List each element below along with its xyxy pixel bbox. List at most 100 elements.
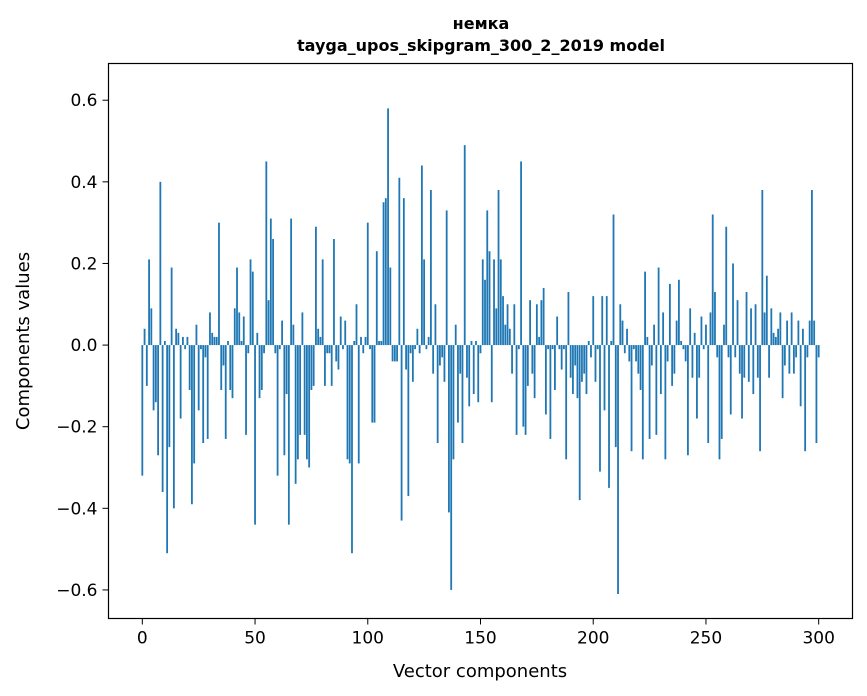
bar-198 xyxy=(587,341,590,346)
bar-77 xyxy=(315,226,317,346)
bar-217 xyxy=(630,345,633,452)
bar-266 xyxy=(741,345,743,419)
bar-57 xyxy=(269,218,272,346)
bar-204 xyxy=(601,296,604,346)
bar-128 xyxy=(430,190,432,346)
bar-277 xyxy=(765,275,768,346)
bar-140 xyxy=(457,345,459,423)
bar-22 xyxy=(191,345,193,505)
bar-38 xyxy=(227,341,229,346)
bar-183 xyxy=(554,345,556,390)
bar-79 xyxy=(319,336,322,346)
bar-200 xyxy=(592,296,595,346)
bar-67 xyxy=(292,324,295,346)
bar-236 xyxy=(673,345,676,374)
bar-89 xyxy=(342,345,344,350)
bar-281 xyxy=(774,336,777,346)
bar-49 xyxy=(251,271,254,346)
bar-153 xyxy=(486,210,489,346)
bar-23 xyxy=(193,345,196,464)
bar-270 xyxy=(750,308,752,346)
bar-73 xyxy=(306,345,308,460)
bar-121 xyxy=(414,345,417,350)
bar-53 xyxy=(260,345,263,390)
bar-70 xyxy=(299,345,302,435)
bar-93 xyxy=(351,345,353,554)
bar-244 xyxy=(691,345,694,378)
bar-150 xyxy=(479,345,482,354)
bar-133 xyxy=(441,345,444,358)
bar-1 xyxy=(143,328,146,346)
bar-5 xyxy=(152,345,155,411)
bar-114 xyxy=(398,177,401,346)
bar-175 xyxy=(535,304,538,346)
bar-147 xyxy=(472,345,475,395)
bar-288 xyxy=(790,312,793,346)
bar-100 xyxy=(366,222,369,346)
bar-98 xyxy=(362,345,365,354)
bar-130 xyxy=(434,304,437,346)
bar-185 xyxy=(558,345,561,350)
bar-44 xyxy=(240,341,243,346)
bar-35 xyxy=(220,345,223,390)
bar-26 xyxy=(200,345,202,350)
bar-292 xyxy=(799,345,802,407)
bar-105 xyxy=(378,341,380,346)
bar-4 xyxy=(150,308,153,346)
bar-28 xyxy=(204,345,207,358)
bar-278 xyxy=(768,345,770,378)
bar-139 xyxy=(454,324,457,346)
bar-240 xyxy=(682,345,685,350)
bar-298 xyxy=(813,320,816,346)
bar-237 xyxy=(675,320,678,346)
bar-289 xyxy=(792,345,795,374)
bar-268 xyxy=(745,292,748,346)
bar-255 xyxy=(716,345,719,358)
bar-29 xyxy=(206,345,209,439)
bar-119 xyxy=(409,345,412,354)
bar-34 xyxy=(218,222,220,346)
bar-117 xyxy=(405,345,407,370)
bar-27 xyxy=(202,345,205,444)
bar-136 xyxy=(448,345,450,513)
bar-218 xyxy=(632,345,635,350)
bar-11 xyxy=(166,345,169,554)
bar-197 xyxy=(585,345,588,395)
bar-137 xyxy=(450,345,453,590)
y-tick-label-3: 0.0 xyxy=(70,336,97,356)
bar-216 xyxy=(628,345,631,362)
bar-39 xyxy=(229,345,232,390)
bar-163 xyxy=(508,328,511,346)
bar-160 xyxy=(502,296,504,346)
bar-92 xyxy=(348,345,351,464)
bar-205 xyxy=(603,345,606,411)
bar-15 xyxy=(175,328,178,346)
bar-253 xyxy=(711,214,714,346)
bar-261 xyxy=(729,345,732,415)
bar-171 xyxy=(526,345,529,386)
bar-50 xyxy=(254,345,256,525)
bar-262 xyxy=(732,263,734,346)
bar-271 xyxy=(752,345,755,395)
bar-234 xyxy=(668,283,671,346)
bar-157 xyxy=(495,308,498,346)
bar-213 xyxy=(621,320,624,346)
x-tick-label-0: 0 xyxy=(137,629,148,649)
bar-230 xyxy=(659,345,662,395)
bar-97 xyxy=(360,336,362,346)
bar-222 xyxy=(641,345,644,460)
bar-88 xyxy=(339,316,342,346)
bar-12 xyxy=(168,345,171,448)
bar-40 xyxy=(231,345,234,399)
bar-287 xyxy=(788,345,791,374)
bar-232 xyxy=(664,345,667,460)
bar-252 xyxy=(709,312,712,346)
bar-82 xyxy=(326,345,329,354)
bar-37 xyxy=(224,345,227,439)
bar-8 xyxy=(159,181,162,346)
bar-159 xyxy=(499,259,502,346)
bar-131 xyxy=(436,345,439,444)
bar-269 xyxy=(747,345,750,382)
bar-275 xyxy=(761,190,764,346)
bar-246 xyxy=(696,345,698,419)
